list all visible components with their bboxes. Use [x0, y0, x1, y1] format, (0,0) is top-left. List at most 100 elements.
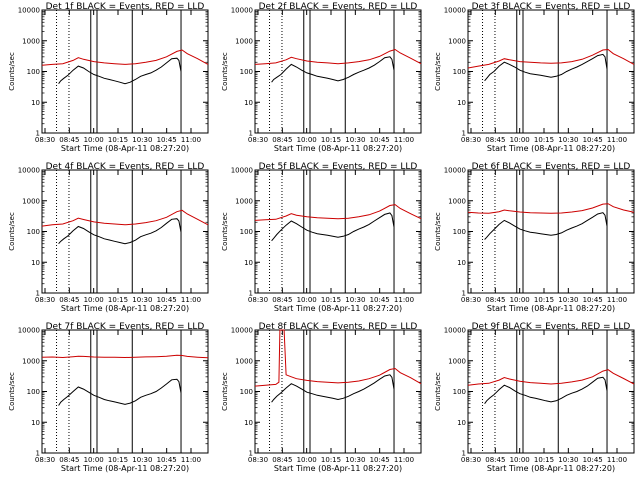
- x-tick-label: 10:30: [345, 296, 365, 304]
- series-lld-line: [254, 204, 422, 221]
- x-tick-label: 08:45: [272, 456, 292, 464]
- plot-frame: [467, 329, 635, 454]
- x-tick-label: 10:30: [558, 136, 578, 144]
- y-tick-label: 10: [31, 419, 40, 427]
- chart-panel-2: 1 10 100 1000 10000 08:30 08:45 10:00 10:15 10:30…: [221, 2, 422, 153]
- y-axis-label: Counts/sec: [221, 212, 229, 251]
- x-tick-label: 10:30: [345, 136, 365, 144]
- x-tick-label: 10:30: [345, 456, 365, 464]
- x-tick-label: 08:30: [461, 296, 481, 304]
- x-tick-label: 08:45: [272, 136, 292, 144]
- y-tick-label: 1000: [448, 357, 466, 365]
- plot-frame: [254, 9, 422, 134]
- x-tick-label: 10:00: [297, 136, 317, 144]
- y-tick-label: 1000: [22, 37, 40, 45]
- chart-title: Det 2f BLACK = Events, RED = LLD: [259, 2, 418, 12]
- x-tick-label: 11:00: [607, 296, 627, 304]
- chart-title: Det 5f BLACK = Events, RED = LLD: [259, 162, 418, 172]
- x-tick-label: 08:45: [485, 456, 505, 464]
- y-tick-label: 10000: [231, 327, 253, 335]
- x-tick-label: 08:45: [59, 296, 79, 304]
- chart-panel-4: 1 10 100 1000 10000 08:30 08:45 10:00 10:15 10:30…: [8, 162, 209, 313]
- y-axis-label: Counts/sec: [221, 372, 229, 411]
- x-axis-label: Start Time (08-Apr-11 08:27:20): [274, 464, 402, 473]
- series-lld-line: [467, 369, 635, 386]
- y-tick-label: 1: [462, 290, 466, 298]
- y-tick-label: 1: [462, 450, 466, 458]
- x-tick-label: 10:45: [583, 456, 603, 464]
- series-events-line: [271, 56, 395, 83]
- y-axis-label: Counts/sec: [8, 52, 16, 91]
- x-axis-label: Start Time (08-Apr-11 08:27:20): [61, 304, 189, 313]
- plot-frame: [41, 9, 209, 134]
- x-tick-label: 10:30: [132, 136, 152, 144]
- x-tick-label: 10:15: [534, 136, 554, 144]
- chart-panel-1: 1 10 100 1000 10000 08:30 08:45 10:00 10:15 10:30…: [8, 2, 209, 153]
- x-tick-label: 08:30: [248, 136, 268, 144]
- series-events-line: [484, 376, 608, 404]
- x-tick-label: 08:45: [59, 136, 79, 144]
- y-axis-label: Counts/sec: [434, 212, 442, 251]
- x-tick-label: 10:15: [108, 136, 128, 144]
- x-tick-label: 10:45: [370, 136, 390, 144]
- series-lld-line: [254, 48, 422, 65]
- y-tick-label: 1000: [448, 197, 466, 205]
- x-tick-label: 10:00: [84, 136, 104, 144]
- x-tick-label: 10:30: [132, 296, 152, 304]
- x-axis-label: Start Time (08-Apr-11 08:27:20): [61, 144, 189, 153]
- x-tick-label: 10:00: [510, 456, 530, 464]
- series-events-line: [271, 212, 395, 242]
- y-tick-label: 1: [249, 290, 253, 298]
- series-events-line: [58, 218, 182, 245]
- series-lld-line: [41, 209, 209, 227]
- y-tick-label: 10: [457, 259, 466, 267]
- y-tick-label: 10000: [18, 167, 40, 175]
- y-tick-label: 1: [36, 290, 40, 298]
- x-tick-label: 10:15: [108, 456, 128, 464]
- y-tick-label: 10: [31, 99, 40, 107]
- x-tick-label: 10:45: [370, 296, 390, 304]
- x-tick-label: 10:00: [84, 296, 104, 304]
- chart-panel-5: 1 10 100 1000 10000 08:30 08:45 10:00 10:15 10:30…: [221, 162, 422, 313]
- x-tick-label: 08:30: [248, 296, 268, 304]
- x-tick-label: 08:30: [461, 456, 481, 464]
- chart-title: Det 7f BLACK = Events, RED = LLD: [46, 322, 205, 332]
- x-tick-label: 10:15: [108, 296, 128, 304]
- x-axis-label: Start Time (08-Apr-11 08:27:20): [487, 144, 615, 153]
- x-axis-label: Start Time (08-Apr-11 08:27:20): [61, 464, 189, 473]
- y-tick-label: 100: [27, 388, 40, 396]
- x-tick-label: 08:30: [35, 296, 55, 304]
- y-tick-label: 10: [31, 259, 40, 267]
- y-tick-label: 10000: [18, 7, 40, 15]
- x-tick-label: 10:45: [583, 296, 603, 304]
- y-tick-label: 100: [27, 228, 40, 236]
- x-tick-label: 10:30: [558, 456, 578, 464]
- x-tick-label: 10:00: [297, 296, 317, 304]
- x-tick-label: 08:45: [272, 296, 292, 304]
- chart-title: Det 6f BLACK = Events, RED = LLD: [472, 162, 631, 172]
- y-tick-label: 1: [462, 130, 466, 138]
- y-tick-label: 10: [457, 419, 466, 427]
- x-tick-label: 08:45: [485, 136, 505, 144]
- chart-panel-7: 1 10 100 1000 10000 08:30 08:45 10:00 10:15 10:30…: [8, 322, 209, 473]
- y-axis-label: Counts/sec: [221, 52, 229, 91]
- x-tick-label: 11:00: [607, 136, 627, 144]
- chart-title: Det 8f BLACK = Events, RED = LLD: [259, 322, 418, 332]
- y-tick-label: 1: [249, 130, 253, 138]
- x-tick-label: 10:45: [157, 296, 177, 304]
- series-lld-line: [41, 49, 209, 66]
- y-tick-label: 10: [457, 99, 466, 107]
- series-events-line: [58, 378, 182, 406]
- series-events-line: [484, 53, 608, 82]
- y-tick-label: 10000: [18, 327, 40, 335]
- chart-panel-3: 1 10 100 1000 10000 08:30 08:45 10:00 10:15 10:30…: [434, 2, 635, 153]
- y-tick-label: 100: [240, 228, 253, 236]
- y-tick-label: 1: [36, 450, 40, 458]
- x-tick-label: 10:45: [583, 136, 603, 144]
- y-tick-label: 100: [453, 68, 466, 76]
- plot-frame: [41, 329, 209, 454]
- plot-frame: [41, 169, 209, 294]
- y-tick-label: 10000: [444, 7, 466, 15]
- x-tick-label: 10:15: [534, 296, 554, 304]
